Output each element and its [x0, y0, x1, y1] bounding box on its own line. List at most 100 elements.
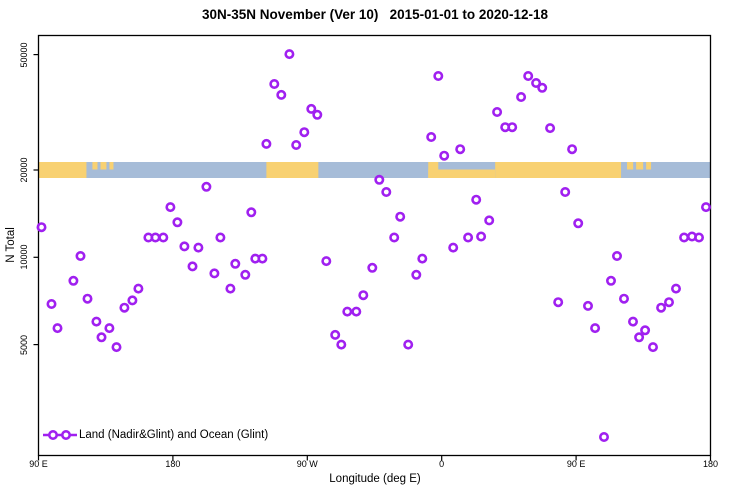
data-point [627, 316, 638, 327]
data-point [448, 242, 459, 253]
data-point [269, 79, 280, 90]
data-point [119, 302, 130, 313]
x-axis-title: Longitude (deg E) [329, 473, 421, 485]
data-point [523, 71, 534, 82]
y-axis-title: N Total [5, 227, 17, 263]
map-strip-island [627, 162, 634, 170]
data-point [634, 332, 645, 343]
data-point [150, 232, 161, 243]
data-point [611, 251, 622, 262]
data-point [111, 342, 122, 353]
data-point [68, 275, 79, 286]
map-strip-land [38, 162, 87, 178]
map-strip-island [646, 162, 652, 170]
data-point [276, 89, 287, 100]
legend-marker [47, 429, 58, 440]
data-point [553, 297, 564, 308]
data-point [225, 283, 236, 294]
data-point [670, 283, 681, 294]
data-point [492, 107, 503, 118]
data-point [306, 103, 317, 114]
data-point [582, 300, 593, 311]
data-point [605, 275, 616, 286]
data-point [91, 316, 102, 327]
data-point [560, 187, 571, 198]
data-point [367, 262, 378, 273]
data-point [201, 181, 212, 192]
data-point [374, 174, 385, 185]
map-strip-island [92, 162, 98, 170]
map-strip-land-coast [428, 169, 496, 178]
data-point [439, 150, 450, 161]
data-point [165, 202, 176, 213]
data-point [411, 269, 422, 280]
data-point [133, 283, 144, 294]
data-point [172, 217, 183, 228]
data-point [573, 218, 584, 229]
data-point [187, 261, 198, 272]
data-point [342, 306, 353, 317]
data-point [663, 297, 674, 308]
data-point [537, 82, 548, 93]
map-strip-land [495, 162, 622, 178]
data-point [246, 207, 257, 218]
x-tick-label: 0 [439, 459, 445, 469]
plot-border [37, 34, 712, 457]
data-point [330, 329, 341, 340]
data-point [82, 293, 93, 304]
data-point [417, 253, 428, 264]
data-point [127, 295, 138, 306]
data-point [312, 109, 323, 120]
legend-label: Land (Nadir&Glint) and Ocean (Glint) [79, 429, 269, 441]
data-point [516, 92, 527, 103]
data-point [46, 298, 57, 309]
data-point [640, 325, 651, 336]
x-tick-label: 90 E [566, 459, 586, 469]
y-tick-label: 5000 [19, 334, 29, 355]
legend-marker [60, 429, 71, 440]
data-point [215, 232, 226, 243]
data-point [299, 127, 310, 138]
data-point [284, 49, 295, 60]
data-point [351, 306, 362, 317]
data-point [471, 194, 482, 205]
data-point [230, 258, 241, 269]
data-point [679, 232, 690, 243]
data-point [261, 138, 272, 149]
data-point [476, 231, 487, 242]
data-point [240, 269, 251, 280]
y-tick-label: 20000 [19, 157, 29, 183]
map-strip-island [636, 162, 644, 170]
data-point [358, 290, 369, 301]
data-point [52, 323, 63, 334]
data-point [193, 242, 204, 253]
data-point [389, 232, 400, 243]
data-point [545, 123, 556, 134]
data-point [433, 71, 444, 82]
data-point [484, 215, 495, 226]
data-point [395, 211, 406, 222]
data-point [96, 332, 107, 343]
data-point [567, 144, 578, 155]
data-point [693, 232, 704, 243]
data-point [381, 187, 392, 198]
data-point [590, 323, 601, 334]
data-point [75, 251, 86, 262]
data-point [656, 302, 667, 313]
map-strip-island [109, 162, 114, 170]
data-point [257, 253, 268, 264]
data-point [321, 256, 332, 267]
y-tick-label: 10000 [19, 244, 29, 270]
data-point [403, 339, 414, 350]
x-tick-label: 180 [165, 459, 181, 469]
chart-title: 30N-35N November (Ver 10) 2015-01-01 to … [202, 7, 548, 22]
data-point [291, 140, 302, 151]
data-point [426, 132, 437, 143]
map-strip-island [100, 162, 107, 170]
data-point [618, 293, 629, 304]
data-point [507, 122, 518, 133]
x-tick-label: 180 [702, 459, 719, 469]
map-strip-land [266, 162, 319, 178]
data-point [647, 342, 658, 353]
